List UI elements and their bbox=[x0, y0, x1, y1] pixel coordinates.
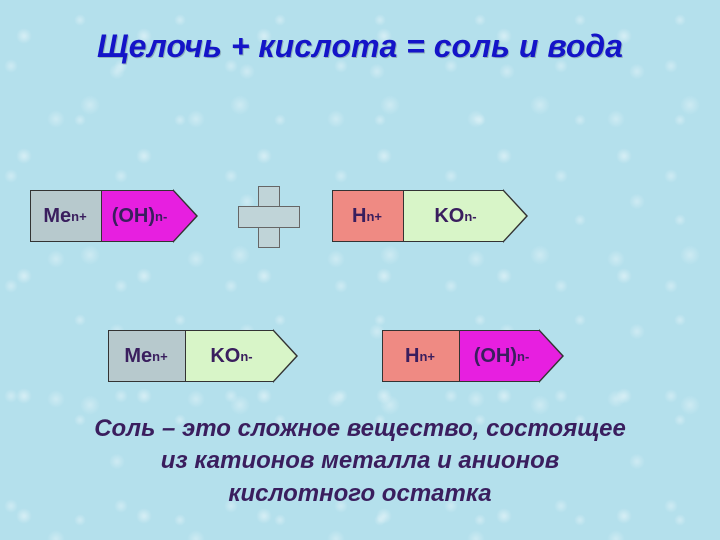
footer-line: из катионов металла и анионов bbox=[40, 445, 680, 477]
salt-compound: Men+KOn- bbox=[108, 330, 298, 382]
anion-block: (OH)n- bbox=[101, 190, 198, 242]
anion-block: (OH)n- bbox=[459, 330, 564, 382]
reaction-row-1: Men+(OH)n- Hn+KOn- bbox=[30, 190, 690, 250]
anion-block: KOn- bbox=[185, 330, 298, 382]
definition-text: Соль – это сложное вещество, состоящее и… bbox=[0, 413, 720, 510]
page-title: Щелочь + кислота = соль и вода bbox=[0, 0, 720, 65]
alkali-compound: Men+(OH)n- bbox=[30, 190, 198, 242]
cation-block: Men+ bbox=[30, 190, 102, 242]
cation-block: Hn+ bbox=[332, 190, 404, 242]
anion-block: KOn- bbox=[403, 190, 528, 242]
cation-block: Men+ bbox=[108, 330, 186, 382]
plus-icon bbox=[238, 186, 298, 246]
footer-line: кислотного остатка bbox=[40, 478, 680, 510]
water-compound: Hn+(OH)n- bbox=[382, 330, 564, 382]
cation-block: Hn+ bbox=[382, 330, 460, 382]
acid-compound: Hn+KOn- bbox=[332, 190, 528, 242]
footer-line: Соль – это сложное вещество, состоящее bbox=[40, 413, 680, 445]
reaction-row-2: Men+KOn- Hn+(OH)n- bbox=[30, 330, 690, 390]
